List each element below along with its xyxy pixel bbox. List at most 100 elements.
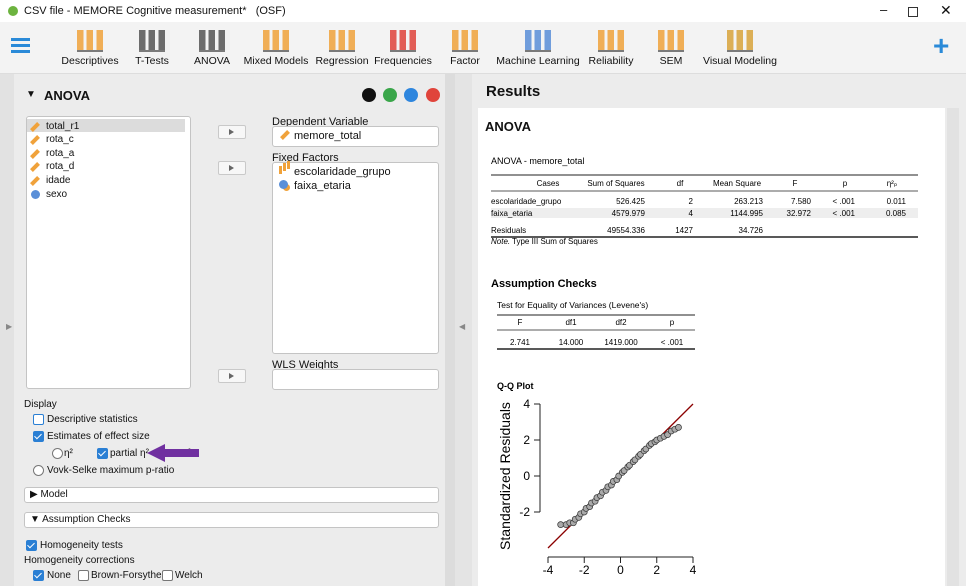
- ribbon-icon[interactable]: [390, 30, 416, 52]
- project: (OSF): [255, 5, 286, 17]
- ribbon-label[interactable]: Frequencies: [374, 55, 432, 67]
- checkbox[interactable]: [26, 540, 37, 551]
- variable[interactable]: rota_d: [46, 161, 75, 172]
- table-title: ANOVA - memore_total: [491, 156, 584, 166]
- assign-button[interactable]: [218, 369, 246, 383]
- checkbox[interactable]: [52, 448, 63, 459]
- ribbon-icon[interactable]: [199, 30, 225, 52]
- column-header: p: [670, 318, 675, 327]
- cell: 526.425: [616, 197, 645, 206]
- checkbox[interactable]: [162, 570, 173, 581]
- column-header: Sum of Squares: [587, 179, 644, 188]
- ribbon-icon[interactable]: [329, 30, 355, 52]
- y-tick-label: -2: [519, 505, 530, 519]
- cell: 14.000: [559, 338, 584, 347]
- ribbon-label[interactable]: Regression: [315, 55, 369, 67]
- duplicate[interactable]: [383, 88, 397, 102]
- note-label: Note.: [491, 237, 510, 246]
- section-title[interactable]: ▶ Model: [30, 489, 68, 500]
- cell: 49554.336: [607, 226, 645, 235]
- assign-button[interactable]: [218, 161, 246, 175]
- ribbon-label[interactable]: T-Tests: [135, 55, 169, 67]
- ribbon-label[interactable]: Factor: [450, 55, 480, 67]
- ribbon-icon[interactable]: [727, 30, 753, 52]
- ribbon-icon[interactable]: [452, 30, 478, 52]
- scrollbar[interactable]: [947, 108, 959, 586]
- checkbox[interactable]: [33, 431, 44, 442]
- variable[interactable]: sexo: [46, 189, 68, 200]
- cell: 7.580: [791, 197, 812, 206]
- dependent-box[interactable]: [272, 126, 439, 147]
- cell: 32.972: [787, 209, 812, 218]
- ribbon-label[interactable]: Reliability: [588, 55, 634, 67]
- ordinal-icon: [279, 166, 282, 174]
- maximize[interactable]: [908, 7, 918, 17]
- section[interactable]: [24, 512, 439, 528]
- wls-label: WLS Weights: [272, 359, 339, 371]
- edit-title[interactable]: [362, 88, 376, 102]
- cell: 1144.995: [730, 209, 763, 218]
- option-label: Brown-Forsythe: [91, 570, 162, 581]
- fixed-box[interactable]: [272, 162, 439, 354]
- info[interactable]: [404, 88, 418, 102]
- cell: Residuals: [491, 226, 526, 235]
- collapse-arrow[interactable]: ▼: [26, 89, 36, 100]
- qq-point: [675, 424, 682, 431]
- assign-button[interactable]: [218, 125, 246, 139]
- section-label: Model: [40, 489, 68, 500]
- close[interactable]: ✕: [940, 2, 952, 18]
- dependent-label: Dependent Variable: [272, 116, 369, 128]
- ribbon-label[interactable]: Mixed Models: [243, 55, 309, 67]
- column-header: F: [518, 318, 523, 327]
- checkbox[interactable]: [33, 414, 44, 425]
- nominal-icon: [279, 180, 288, 189]
- splitter-arrow[interactable]: ◀: [459, 322, 466, 331]
- ribbon-label[interactable]: Visual Modeling: [703, 55, 777, 67]
- cell: 0.085: [886, 209, 907, 218]
- splitter-arrow[interactable]: ▶: [6, 322, 13, 331]
- variable[interactable]: idade: [46, 175, 71, 186]
- scrollbar[interactable]: [445, 74, 455, 586]
- splitter[interactable]: [455, 74, 472, 586]
- ribbon-icon[interactable]: [139, 30, 165, 52]
- column-header: p: [843, 179, 848, 188]
- add-module[interactable]: +: [933, 30, 950, 61]
- checkbox[interactable]: [97, 448, 108, 459]
- ribbon-icon[interactable]: [77, 30, 103, 52]
- variable[interactable]: rota_c: [46, 134, 74, 145]
- section[interactable]: [24, 487, 439, 503]
- option-label: partial η²: [110, 448, 149, 459]
- ribbon-label[interactable]: ANOVA: [194, 55, 230, 67]
- ribbon-icon[interactable]: [525, 30, 551, 52]
- ribbon-icon[interactable]: [598, 30, 624, 52]
- option-label: None: [47, 570, 71, 581]
- cell: 263.213: [734, 197, 763, 206]
- x-tick-label: -2: [579, 563, 590, 577]
- display-label: Display: [24, 399, 57, 410]
- results-title: ANOVA: [485, 119, 531, 134]
- wls-box[interactable]: [272, 369, 439, 390]
- remove[interactable]: [426, 88, 440, 102]
- section-title[interactable]: ▼ Assumption Checks: [30, 514, 131, 525]
- minimize[interactable]: –: [880, 2, 888, 17]
- app-icon: [8, 6, 18, 16]
- section-title: Assumption Checks: [491, 278, 597, 290]
- column-header: Cases: [537, 179, 560, 188]
- ribbon-label[interactable]: Descriptives: [61, 55, 119, 67]
- ribbon-icon[interactable]: [658, 30, 684, 52]
- ribbon-label[interactable]: Machine Learning: [496, 55, 580, 67]
- splitter[interactable]: [0, 74, 14, 586]
- variable[interactable]: total_r1: [46, 121, 80, 132]
- column-header: df1: [565, 318, 577, 327]
- column-header: η²ₚ: [887, 179, 898, 188]
- option-label: Estimates of effect size: [47, 431, 150, 442]
- arrow-shape: [147, 444, 199, 462]
- menu-button[interactable]: [11, 38, 30, 41]
- checkbox[interactable]: [78, 570, 89, 581]
- variable[interactable]: rota_a: [46, 148, 75, 159]
- checkbox[interactable]: [33, 570, 44, 581]
- ribbon-icon[interactable]: [263, 30, 289, 52]
- checkbox[interactable]: [33, 465, 44, 476]
- ribbon-label[interactable]: SEM: [659, 55, 683, 67]
- results-output: ANOVA - memore_total Note. Type III Sum …: [491, 156, 918, 577]
